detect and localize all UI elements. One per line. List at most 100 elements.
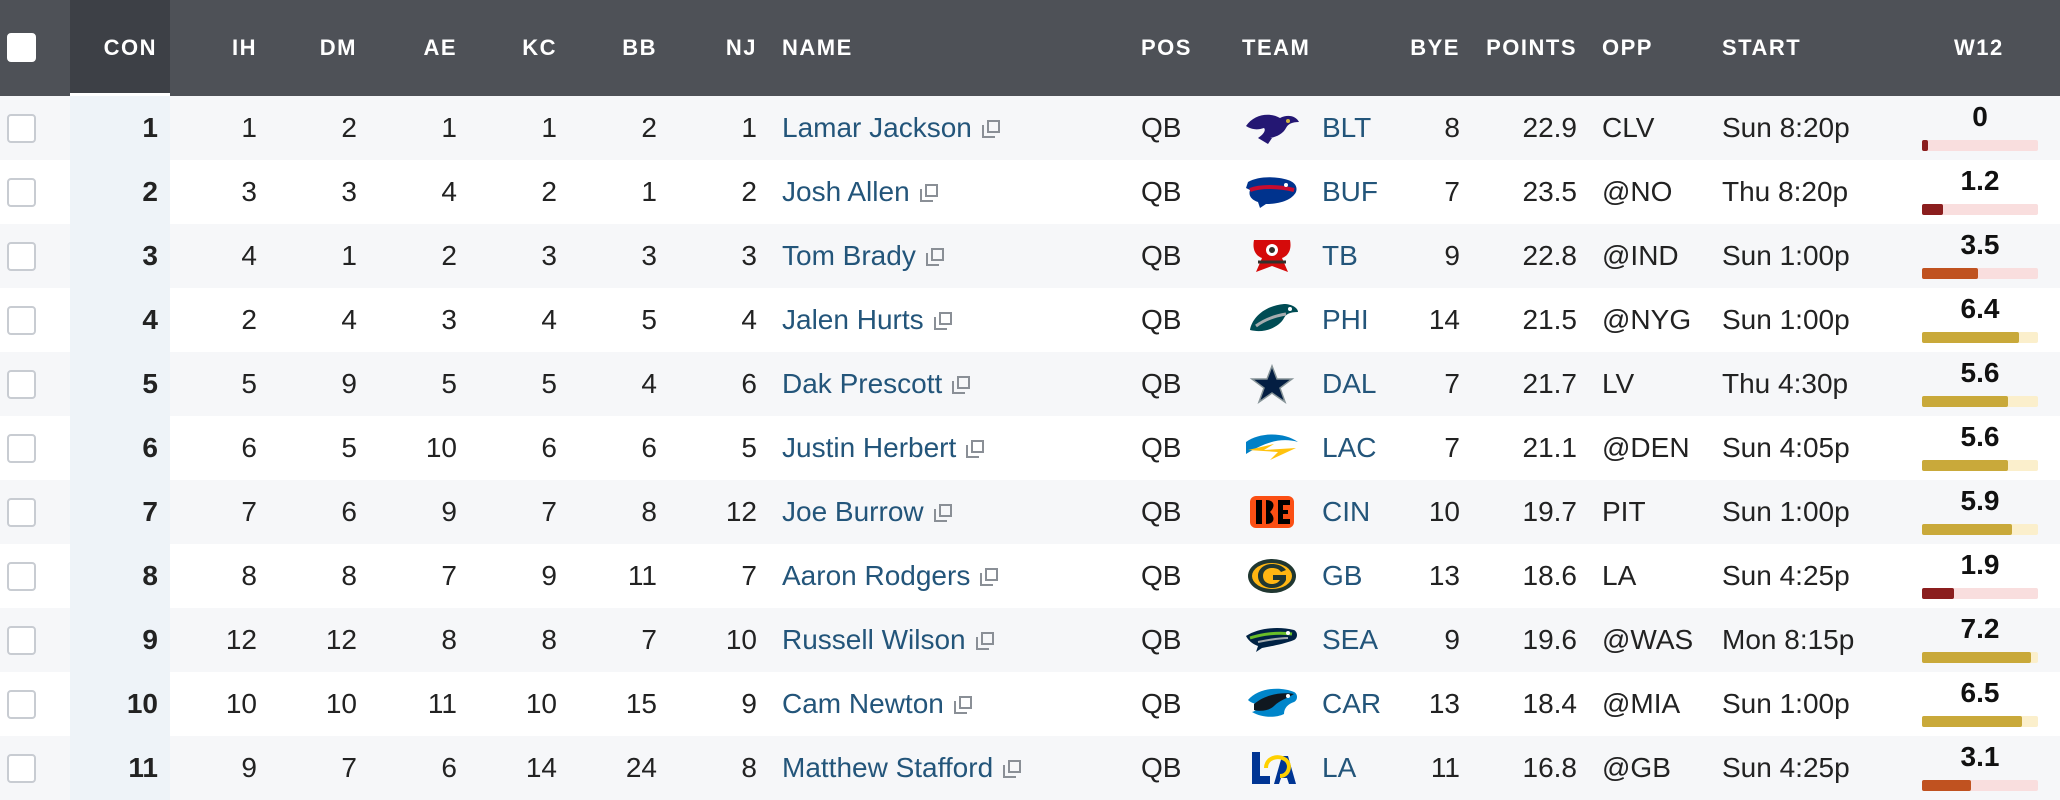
projected-points: 18.4 [1522,688,1578,719]
column-header-name[interactable]: NAME [782,35,853,60]
bb-rank: 11 [627,560,657,591]
nj-rank: 2 [741,176,757,207]
column-header-points[interactable]: POINTS [1486,35,1577,60]
open-external-icon[interactable] [919,184,938,202]
table-row[interactable]: 8 8 8 7 9 11 7 Aaron Rodgers QB GB 13 18… [0,544,2060,608]
team-link[interactable]: DAL [1322,368,1377,399]
ih-rank: 7 [241,496,257,527]
dm-rank: 6 [341,496,357,527]
table-row[interactable]: 5 5 9 5 5 4 6 Dak Prescott QB DAL 7 21.7… [0,352,2060,416]
table-row[interactable]: 9 12 12 8 8 7 10 Russell Wilson QB SEA 9… [0,608,2060,672]
team-link[interactable]: CIN [1322,496,1371,527]
con-rank: 2 [142,176,158,207]
player-name-link[interactable]: Joe Burrow [782,496,924,527]
player-name-link[interactable]: Dak Prescott [782,368,943,399]
column-header-team[interactable]: TEAM [1242,35,1311,60]
con-cell-bg [70,608,170,672]
table-row[interactable]: 7 7 6 9 7 8 12 Joe Burrow QB CIN 10 19.7… [0,480,2060,544]
open-external-icon[interactable] [953,696,972,714]
open-external-icon[interactable] [981,120,1000,138]
team-link[interactable]: GB [1322,560,1363,591]
table-row[interactable]: 2 3 3 4 2 1 2 Josh Allen QB BUF 7 23.5 @… [0,160,2060,224]
bb-rank: 24 [625,752,657,783]
column-header-w12[interactable]: W12 [1954,35,2004,60]
column-header-ih[interactable]: IH [232,35,257,60]
player-name-link[interactable]: Cam Newton [782,688,944,719]
table-row[interactable]: 4 2 4 3 4 5 4 Jalen Hurts QB PHI 14 21.5… [0,288,2060,352]
team-link[interactable]: CAR [1322,688,1382,719]
w12-value: 1.2 [1960,165,2000,196]
start-time: Sun 1:00p [1722,688,1850,719]
con-cell-bg [70,352,170,416]
player-name-link[interactable]: Russell Wilson [782,624,966,655]
projected-points: 21.7 [1522,368,1578,399]
row-checkbox[interactable] [7,178,36,207]
player-name-cell: Lamar Jackson [782,96,1000,160]
table-row[interactable]: 3 4 1 2 3 3 3 Tom Brady QB TB 9 22.8 @IN… [0,224,2060,288]
player-name-cell: Tom Brady [782,224,944,288]
player-name-link[interactable]: Lamar Jackson [782,112,972,143]
start-time: Mon 8:15p [1722,624,1855,655]
open-external-icon[interactable] [1003,760,1022,778]
table-row[interactable]: 10 10 10 11 10 15 9 Cam Newton QB CAR 13… [0,672,2060,736]
player-name-link[interactable]: Matthew Stafford [782,752,994,783]
open-external-icon[interactable] [952,376,971,394]
start-time: Sun 1:00p [1722,304,1850,335]
select-all-checkbox[interactable] [7,33,36,62]
player-name-link[interactable]: Tom Brady [782,240,916,271]
row-checkbox[interactable] [7,306,36,335]
row-checkbox[interactable] [7,242,36,271]
open-external-icon[interactable] [980,568,999,586]
row-checkbox[interactable] [7,562,36,591]
kc-rank: 14 [525,752,557,783]
table-row[interactable]: 1 1 2 1 1 2 1 Lamar Jackson QB BLT 8 22.… [0,96,2060,160]
dm-rank: 9 [341,368,357,399]
row-checkbox[interactable] [7,754,36,783]
nj-rank: 9 [741,688,757,719]
column-header-bb[interactable]: BB [622,35,657,60]
kc-rank: 2 [541,176,557,207]
team-link[interactable]: TB [1322,240,1358,271]
player-name-link[interactable]: Aaron Rodgers [782,560,971,591]
row-checkbox[interactable] [7,434,36,463]
column-header-con[interactable]: CON [70,0,170,96]
team-link[interactable]: LAC [1322,432,1377,463]
w12-bar-fill [1922,588,1955,599]
column-header-start[interactable]: START [1722,35,1802,60]
opponent: @GB [1602,752,1671,783]
team-link[interactable]: BLT [1322,112,1372,143]
open-external-icon[interactable] [975,632,994,650]
open-external-icon[interactable] [933,504,952,522]
open-external-icon[interactable] [933,312,952,330]
projected-points: 19.6 [1522,624,1578,655]
team-link[interactable]: LA [1322,752,1357,783]
column-header-kc[interactable]: KC [522,35,557,60]
w12-bar-track [1922,268,2038,279]
row-checkbox[interactable] [7,370,36,399]
table-row[interactable]: 6 6 5 10 6 6 5 Justin Herbert QB LAC 7 2… [0,416,2060,480]
column-header-pos[interactable]: POS [1141,35,1192,60]
player-name-link[interactable]: Justin Herbert [782,432,957,463]
open-external-icon[interactable] [925,248,944,266]
packers-logo-icon [1244,556,1300,596]
column-header-opp[interactable]: OPP [1602,35,1653,60]
row-checkbox[interactable] [7,114,36,143]
team-link[interactable]: PHI [1322,304,1369,335]
table-row[interactable]: 11 9 7 6 14 24 8 Matthew Stafford QB LA … [0,736,2060,800]
open-external-icon[interactable] [966,440,985,458]
player-name-cell: Justin Herbert [782,416,985,480]
projected-points: 22.8 [1522,240,1578,271]
player-name-link[interactable]: Jalen Hurts [782,304,924,335]
team-link[interactable]: BUF [1322,176,1378,207]
column-header-ae[interactable]: AE [423,35,457,60]
column-header-dm[interactable]: DM [319,35,357,60]
row-checkbox[interactable] [7,498,36,527]
player-name-link[interactable]: Josh Allen [782,176,910,207]
con-cell-bg [70,160,170,224]
w12-bar-track [1922,396,2038,407]
row-checkbox[interactable] [7,626,36,655]
column-header-bye[interactable]: BYE [1410,35,1460,60]
column-header-nj[interactable]: NJ [725,35,757,60]
row-checkbox[interactable] [7,690,36,719]
team-link[interactable]: SEA [1322,624,1379,655]
